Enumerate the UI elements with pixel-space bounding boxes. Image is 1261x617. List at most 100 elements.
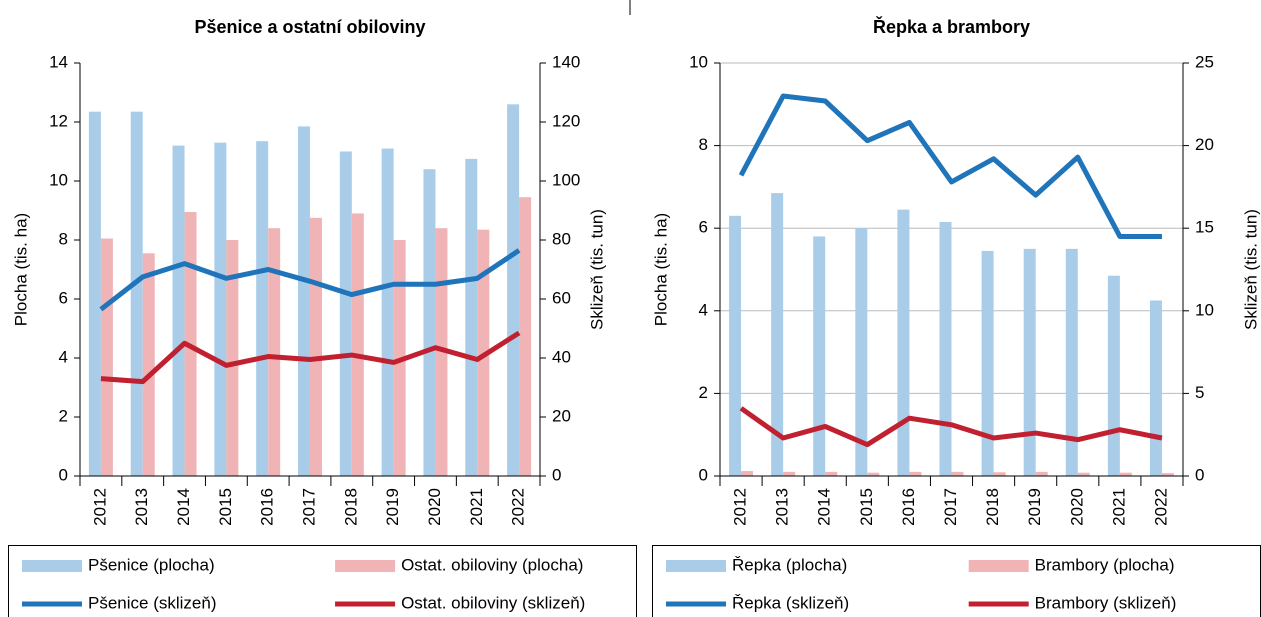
chart-title: Řepka a brambory [873, 16, 1030, 37]
legend-box [8, 545, 637, 617]
bar [741, 471, 754, 476]
x-tick-label: 2014 [815, 488, 834, 526]
x-tick-label: 2015 [857, 488, 876, 526]
x-tick-label: 2022 [1151, 488, 1170, 526]
legend-swatch [335, 560, 396, 572]
y2-tick-label: 60 [552, 288, 571, 307]
bar [783, 471, 796, 476]
line [100, 330, 521, 385]
bar [897, 209, 910, 477]
bar [351, 213, 364, 476]
x-tick-label: 2016 [899, 488, 918, 526]
bar [1107, 275, 1120, 476]
x-tick-label: 2012 [90, 488, 109, 526]
bar [381, 148, 394, 477]
legend-swatch [22, 560, 82, 572]
x-tick-label: 2017 [299, 488, 318, 526]
bar [256, 141, 269, 477]
y2-tick-label: 120 [552, 111, 580, 130]
line [738, 93, 1162, 239]
bar [1119, 472, 1132, 476]
legend-label: Pšenice (plocha) [88, 555, 215, 574]
x-tick-label: 2019 [1025, 488, 1044, 526]
bar [1149, 300, 1162, 476]
bar [1161, 473, 1174, 476]
x-tick-label: 2013 [132, 488, 151, 526]
bar [423, 169, 436, 476]
y2-tick-label: 20 [552, 406, 571, 425]
bar [310, 217, 322, 476]
y-tick-label: 10 [49, 170, 68, 189]
y2-axis-label: Sklizeň (tis. tun) [1241, 209, 1260, 330]
legend-label: Pšenice (sklizeň) [88, 593, 217, 612]
bar [909, 471, 922, 476]
bar [813, 236, 826, 476]
y2-tick-label: 10 [1195, 300, 1214, 319]
bar [100, 238, 113, 476]
bar [435, 228, 448, 476]
y2-tick-label: 80 [552, 229, 571, 248]
x-tick-label: 2017 [941, 488, 960, 526]
bar [298, 126, 310, 477]
line [99, 248, 521, 312]
x-tick-label: 2020 [1067, 488, 1086, 526]
x-tick-label: 2021 [1109, 488, 1128, 526]
bar [1023, 248, 1036, 476]
y-axis-label: Plocha (tis. ha) [651, 213, 670, 326]
bar [214, 142, 227, 476]
bar [268, 228, 281, 476]
y-tick-label: 6 [699, 218, 708, 237]
bar [507, 104, 520, 477]
x-tick-label: 2021 [467, 488, 486, 526]
x-tick-label: 2016 [258, 488, 277, 526]
x-tick-label: 2018 [341, 488, 360, 526]
y2-tick-label: 0 [552, 465, 561, 484]
bar [1077, 472, 1090, 476]
bar [729, 215, 742, 476]
legend-swatch [968, 560, 1029, 572]
bar [939, 222, 952, 476]
bar [1035, 471, 1048, 476]
y-tick-label: 0 [59, 465, 68, 484]
y2-tick-label: 100 [552, 170, 580, 189]
bar [867, 472, 880, 476]
bar [172, 145, 185, 476]
y2-tick-label: 25 [1195, 52, 1214, 71]
legend-label: Brambory (plocha) [1035, 555, 1175, 574]
y2-tick-label: 40 [552, 347, 571, 366]
y2-tick-label: 0 [1195, 465, 1204, 484]
x-tick-label: 2022 [509, 488, 528, 526]
bar [142, 253, 155, 476]
x-tick-label: 2012 [731, 488, 750, 526]
y-tick-label: 10 [689, 52, 708, 71]
y-tick-label: 12 [49, 111, 68, 130]
legend-swatch [666, 560, 726, 572]
y2-axis-label: Sklizeň (tis. tun) [587, 209, 606, 330]
y-tick-label: 4 [699, 300, 708, 319]
y2-tick-label: 15 [1195, 218, 1214, 237]
y2-tick-label: 20 [1195, 135, 1214, 154]
y-tick-label: 8 [699, 135, 708, 154]
y2-tick-label: 140 [552, 52, 580, 71]
y-tick-label: 14 [49, 52, 68, 71]
x-tick-label: 2015 [216, 488, 235, 526]
y2-tick-label: 5 [1195, 383, 1204, 402]
y-tick-label: 2 [59, 406, 68, 425]
legend-label: Brambory (sklizeň) [1035, 593, 1177, 612]
y-tick-label: 0 [699, 465, 708, 484]
bar [88, 111, 101, 477]
bar [226, 240, 239, 476]
chart-title: Pšenice a ostatní obiloviny [194, 17, 425, 37]
x-tick-label: 2019 [383, 488, 402, 526]
bar [465, 158, 478, 476]
line [739, 406, 1163, 448]
y-axis-label: Plocha (tis. ha) [11, 213, 30, 326]
bar [130, 111, 143, 477]
bar [339, 151, 352, 476]
x-tick-label: 2020 [425, 488, 444, 526]
x-tick-label: 2018 [983, 488, 1002, 526]
bar [981, 250, 994, 476]
x-tick-label: 2013 [773, 488, 792, 526]
bar [825, 471, 838, 476]
